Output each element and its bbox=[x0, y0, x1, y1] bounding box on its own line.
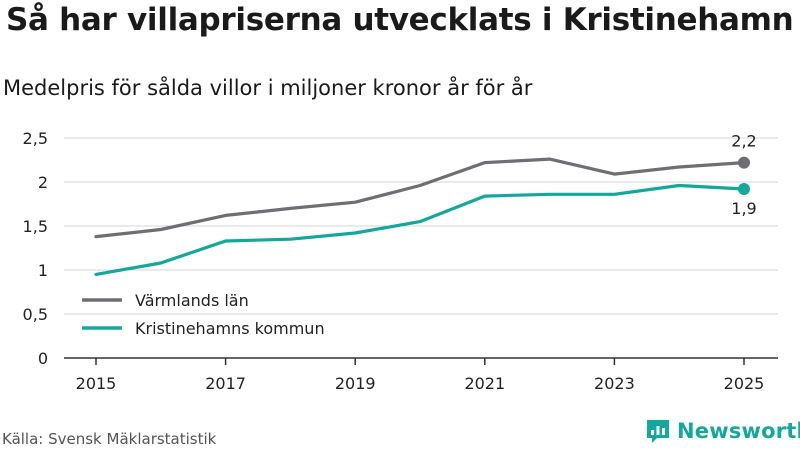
series-end-point-1 bbox=[738, 156, 750, 169]
x-tick-label: 2023 bbox=[594, 374, 635, 393]
legend-label-1: Värmlands län bbox=[135, 291, 249, 310]
newsworthy-logo-icon bbox=[647, 420, 669, 443]
y-tick-label: 2 bbox=[38, 173, 48, 192]
x-tick-label: 2017 bbox=[205, 374, 246, 393]
series-end-point-2 bbox=[738, 183, 750, 196]
y-tick-label: 2,5 bbox=[23, 129, 48, 148]
legend-label-2: Kristinehamns kommun bbox=[135, 319, 325, 338]
x-tick-label: 2025 bbox=[724, 374, 765, 393]
x-tick-label: 2019 bbox=[335, 374, 376, 393]
chart-title: Så har villapriserna utvecklats i Kristi… bbox=[6, 2, 794, 38]
x-tick-label: 2015 bbox=[76, 374, 117, 393]
y-tick-label: 0 bbox=[38, 349, 48, 368]
source-note: Källa: Svensk Mäklarstatistik bbox=[2, 430, 217, 448]
y-tick-label: 0,5 bbox=[23, 305, 48, 324]
x-tick-label: 2021 bbox=[464, 374, 505, 393]
y-tick-label: 1 bbox=[38, 261, 48, 280]
brand-logo: Newsworthy bbox=[645, 418, 800, 444]
series-end-label-2: 1,9 bbox=[731, 199, 756, 218]
series-end-label-1: 2,2 bbox=[731, 132, 756, 151]
y-tick-label: 1,5 bbox=[23, 217, 48, 236]
chart-subtitle: Medelpris för sålda villor i miljoner kr… bbox=[3, 76, 533, 100]
brand-name: Newsworthy bbox=[677, 419, 800, 443]
series-line-2 bbox=[94, 183, 746, 276]
series-line-1 bbox=[94, 157, 746, 239]
